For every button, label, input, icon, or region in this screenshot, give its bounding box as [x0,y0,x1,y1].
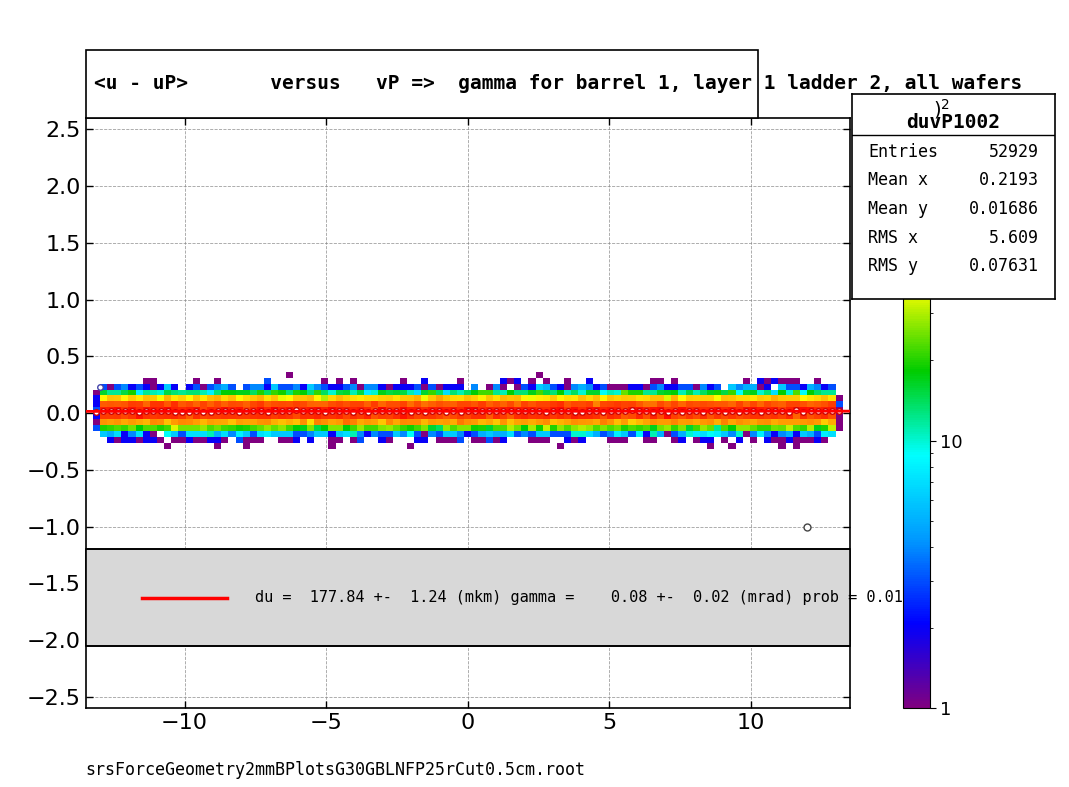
Bar [86,50,758,118]
Text: Entries: Entries [868,142,939,161]
Text: Mean x: Mean x [868,172,928,190]
Text: 52929: 52929 [989,142,1039,161]
Text: $)^2$: $)^2$ [933,97,950,120]
Text: 0.2193: 0.2193 [979,172,1039,190]
Text: 5.609: 5.609 [989,229,1039,246]
Text: 0.01686: 0.01686 [969,200,1039,218]
Text: srsForceGeometry2mmBPlotsG30GBLNFP25rCut0.5cm.root: srsForceGeometry2mmBPlotsG30GBLNFP25rCut… [86,761,586,779]
Text: <u - uP>       versus   vP =>  gamma for barrel 1, layer 1 ladder 2, all wafers: <u - uP> versus vP => gamma for barrel 1… [94,75,1022,94]
Text: 0.07631: 0.07631 [969,257,1039,275]
Bar [86,549,850,646]
Text: Mean y: Mean y [868,200,928,218]
Text: du =  177.84 +-  1.24 (mkm) gamma =    0.08 +-  0.02 (mrad) prob = 0.019: du = 177.84 +- 1.24 (mkm) gamma = 0.08 +… [255,590,912,605]
Text: RMS x: RMS x [868,229,918,246]
Text: duvP1002: duvP1002 [907,113,1001,132]
Text: RMS y: RMS y [868,257,918,275]
